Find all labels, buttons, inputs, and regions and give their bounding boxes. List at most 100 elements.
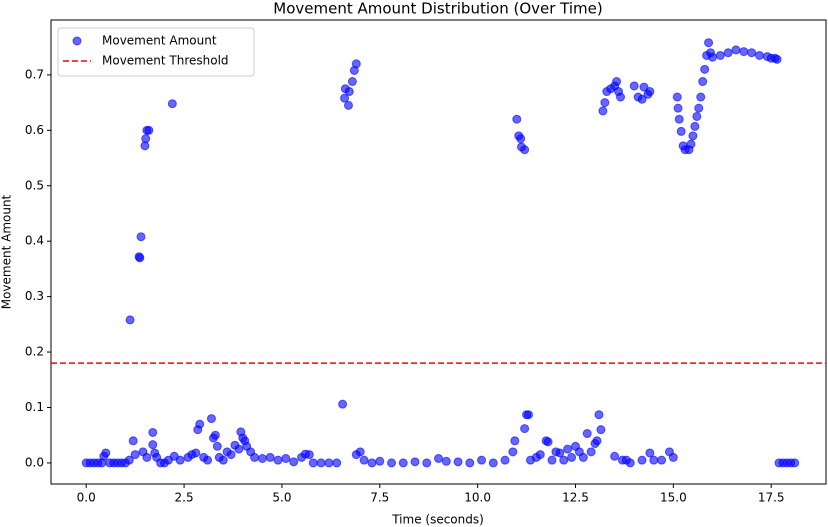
point [772, 54, 782, 64]
point [130, 450, 140, 460]
point [582, 429, 592, 439]
point [700, 64, 710, 74]
point [387, 458, 397, 468]
point [347, 77, 357, 87]
point [265, 452, 275, 462]
y-tick-label: 0.1 [25, 400, 44, 414]
point [148, 440, 158, 450]
point [434, 453, 443, 463]
point [704, 38, 714, 48]
point [578, 452, 588, 462]
y-tick-label: 0.2 [25, 345, 44, 359]
point [731, 45, 741, 55]
point [351, 59, 361, 69]
point [637, 94, 647, 104]
point [195, 419, 205, 429]
point [135, 253, 145, 263]
point [398, 458, 408, 468]
point [250, 452, 260, 462]
point [639, 82, 649, 92]
legend-label: Movement Amount [102, 34, 217, 48]
point [128, 436, 138, 446]
point [547, 455, 557, 465]
y-tick-label: 0.3 [25, 289, 44, 303]
point [101, 448, 111, 458]
point [226, 450, 236, 460]
point [465, 458, 475, 468]
point [739, 47, 749, 57]
x-tick-label: 12.5 [562, 491, 589, 505]
point [555, 448, 565, 458]
point [422, 458, 432, 468]
legend-label: Movement Threshold [102, 54, 229, 68]
point [332, 458, 342, 468]
point [520, 145, 530, 155]
point [754, 50, 764, 60]
point [692, 111, 702, 121]
point [668, 452, 678, 462]
point [304, 450, 314, 460]
point [500, 455, 510, 465]
point [686, 139, 696, 149]
point [410, 457, 420, 467]
point [649, 455, 659, 465]
point [508, 447, 518, 457]
point [694, 103, 704, 113]
point [144, 125, 154, 135]
point [535, 450, 545, 460]
point [340, 93, 350, 103]
point [510, 436, 520, 446]
point [324, 458, 334, 468]
point [175, 455, 185, 465]
y-tick-label: 0.6 [25, 123, 44, 137]
point [645, 448, 655, 458]
point [688, 131, 698, 141]
point [673, 103, 683, 113]
legend-marker [72, 36, 82, 46]
point [338, 399, 348, 409]
point [600, 98, 610, 108]
point [142, 452, 152, 462]
point [316, 458, 326, 468]
chart-title: Movement Amount Distribution (Over Time) [273, 0, 602, 18]
y-tick-label: 0.4 [25, 234, 44, 248]
point [698, 77, 708, 87]
point [629, 81, 639, 91]
point [289, 457, 299, 467]
point [308, 458, 318, 468]
point [375, 456, 385, 466]
point [690, 121, 700, 131]
point [441, 456, 451, 466]
point [676, 126, 686, 136]
point [124, 455, 134, 465]
point [596, 425, 606, 435]
point [674, 114, 684, 124]
point [281, 453, 291, 463]
point [707, 52, 717, 62]
point [592, 436, 602, 446]
point [616, 92, 626, 102]
plot-frame [50, 19, 827, 485]
point [598, 106, 608, 116]
x-tick-label: 5.0 [272, 491, 291, 505]
point [696, 92, 706, 102]
point [612, 77, 622, 87]
point [344, 87, 354, 97]
point [715, 50, 725, 60]
point [210, 430, 220, 440]
point [359, 455, 369, 465]
point [790, 458, 800, 468]
point [367, 458, 377, 468]
y-tick-label: 0.0 [25, 455, 44, 469]
point [206, 414, 216, 424]
point [125, 315, 135, 325]
point [625, 458, 635, 468]
y-tick-label: 0.7 [25, 67, 44, 81]
x-tick-label: 10.0 [464, 491, 491, 505]
point [657, 455, 667, 465]
point [747, 48, 757, 58]
point [148, 427, 158, 437]
point [723, 48, 733, 58]
point [136, 232, 146, 242]
